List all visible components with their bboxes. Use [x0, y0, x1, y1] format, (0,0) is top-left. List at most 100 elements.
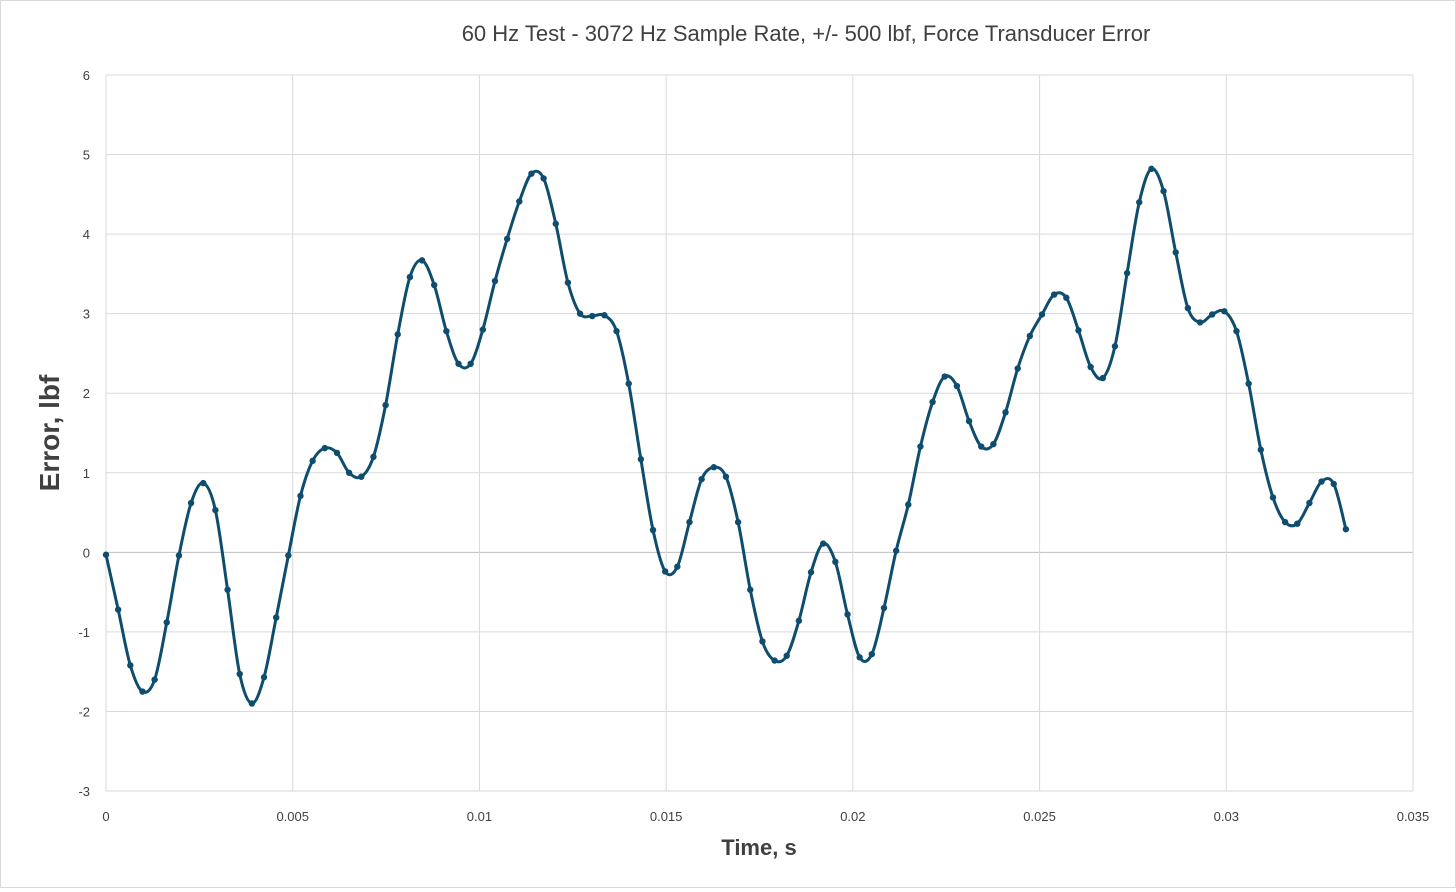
data-point [1038, 311, 1046, 318]
data-point [1196, 319, 1204, 326]
data-point [1221, 308, 1228, 315]
data-point [905, 501, 912, 508]
data-point [844, 611, 851, 618]
data-point [1245, 380, 1252, 387]
data-point [807, 569, 815, 576]
data-point [455, 360, 462, 367]
data-point [102, 551, 110, 558]
x-tick-label: 0.025 [1023, 809, 1056, 824]
data-point [309, 457, 316, 465]
data-point [127, 662, 134, 669]
data-point [674, 563, 681, 570]
data-point [734, 518, 742, 526]
x-axis-title: Time, s [721, 835, 796, 860]
data-point [431, 281, 438, 289]
x-axis-ticks: 0 0.005 0.01 0.015 0.02 0.025 0.03 0.035 [102, 809, 1429, 824]
data-point [418, 257, 426, 264]
data-point [978, 443, 985, 450]
data-point [783, 652, 790, 659]
data-point [163, 619, 170, 626]
data-point [503, 235, 511, 243]
data-point [540, 175, 547, 182]
data-point [759, 638, 766, 645]
data-point [1026, 332, 1034, 340]
data-point [187, 499, 195, 507]
data-point [1014, 365, 1021, 372]
y-tick-label: 4 [83, 227, 90, 242]
data-point [795, 617, 803, 624]
y-axis-title: Error, lbf [34, 374, 65, 491]
data-point [649, 526, 657, 534]
data-point [1330, 480, 1337, 488]
data-point [1208, 311, 1216, 318]
data-point [929, 398, 936, 406]
data-point [1172, 249, 1179, 256]
data-point [722, 473, 730, 480]
data-point [1123, 269, 1131, 277]
y-tick-label: -3 [78, 784, 90, 799]
data-point [139, 688, 146, 695]
data-point [868, 650, 876, 658]
data-point [370, 453, 377, 461]
data-point [1281, 518, 1289, 526]
data-point [637, 456, 645, 463]
x-tick-label: 0.01 [467, 809, 492, 824]
data-point [285, 552, 292, 559]
data-point [224, 586, 231, 593]
x-tick-label: 0.035 [1397, 809, 1430, 824]
data-point [990, 440, 997, 448]
data-point [260, 674, 268, 681]
data-point [1342, 526, 1350, 533]
data-point [564, 279, 572, 286]
data-point [467, 360, 474, 367]
chart-title: 60 Hz Test - 3072 Hz Sample Rate, +/- 50… [462, 21, 1151, 46]
data-point [1257, 446, 1265, 453]
data-point [1233, 327, 1240, 335]
data-point [248, 700, 256, 707]
data-point [941, 373, 948, 380]
y-tick-label: -1 [78, 625, 90, 640]
y-tick-label: 1 [83, 466, 90, 481]
gridlines [105, 74, 1414, 792]
data-point [747, 586, 754, 593]
data-point [212, 506, 219, 514]
data-point [880, 604, 888, 612]
x-tick-label: 0.005 [276, 809, 309, 824]
data-point [394, 331, 401, 338]
data-point [625, 380, 632, 387]
data-point [1099, 374, 1106, 382]
data-point [953, 382, 961, 390]
data-point [917, 443, 924, 450]
data-point [114, 606, 122, 613]
data-point [892, 547, 900, 554]
data-point [321, 444, 329, 452]
y-tick-label: 3 [83, 307, 90, 322]
data-point [1063, 294, 1070, 301]
data-point [1294, 520, 1301, 527]
data-point [443, 327, 450, 335]
y-tick-label: 5 [83, 148, 90, 163]
data-point [698, 475, 705, 483]
data-point [576, 310, 584, 317]
data-point [710, 464, 717, 471]
data-point [1075, 327, 1082, 334]
data-point [297, 492, 304, 500]
y-axis-ticks: -3 -2 -1 0 1 2 3 4 5 6 [78, 68, 90, 799]
data-point [601, 312, 608, 319]
data-points [102, 165, 1350, 707]
data-point [686, 518, 693, 526]
data-point [272, 614, 280, 621]
data-point [382, 401, 389, 409]
data-point [856, 654, 863, 661]
y-tick-label: -2 [78, 704, 90, 719]
data-point [1269, 494, 1277, 501]
data-point [661, 568, 669, 575]
x-tick-label: 0.02 [840, 809, 865, 824]
data-point [613, 327, 620, 335]
data-point [1111, 343, 1119, 350]
data-point [479, 326, 487, 333]
data-point [1050, 291, 1058, 298]
data-point [406, 273, 414, 281]
x-tick-label: 0 [102, 809, 109, 824]
